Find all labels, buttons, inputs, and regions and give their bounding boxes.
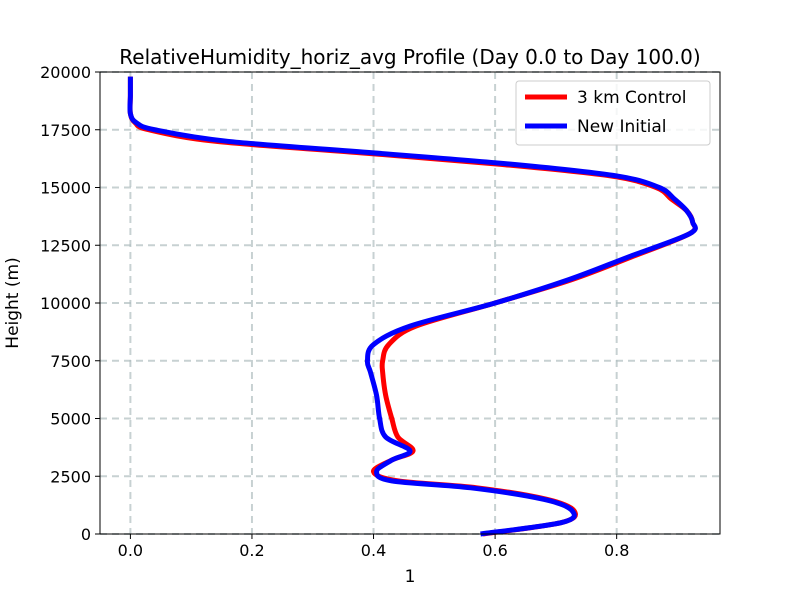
y-tick-label: 17500 [40, 121, 91, 140]
y-axis-ticks: 0 2500 5000 7500 10000 12500 15000 17500 20000 [40, 63, 100, 544]
x-axis-label: 1 [405, 567, 416, 587]
series-line [127, 76, 698, 537]
y-tick-label: 5000 [50, 410, 91, 429]
x-tick-label: 0.8 [604, 541, 629, 560]
y-tick-label: 12500 [40, 236, 91, 255]
y-tick-label: 7500 [50, 352, 91, 371]
y-tick-label: 2500 [50, 467, 91, 486]
data-lines [127, 76, 698, 537]
y-tick-label: 0 [81, 525, 91, 544]
chart-title: RelativeHumidity_horiz_avg Profile (Day … [119, 45, 700, 69]
y-tick-label: 20000 [40, 63, 91, 82]
x-tick-label: 0.6 [482, 541, 507, 560]
y-tick-label: 10000 [40, 294, 91, 313]
legend-label: 3 km Control [577, 88, 686, 108]
legend: 3 km Control New Initial [515, 80, 711, 146]
y-tick-label: 15000 [40, 179, 91, 198]
x-tick-label: 0.2 [239, 541, 264, 560]
y-axis-label: Height (m) [3, 257, 23, 348]
x-tick-label: 0.0 [118, 541, 143, 560]
legend-label: New Initial [577, 117, 667, 137]
x-axis-ticks: 0.0 0.2 0.4 0.6 0.8 [118, 534, 629, 560]
x-tick-label: 0.4 [361, 541, 386, 560]
